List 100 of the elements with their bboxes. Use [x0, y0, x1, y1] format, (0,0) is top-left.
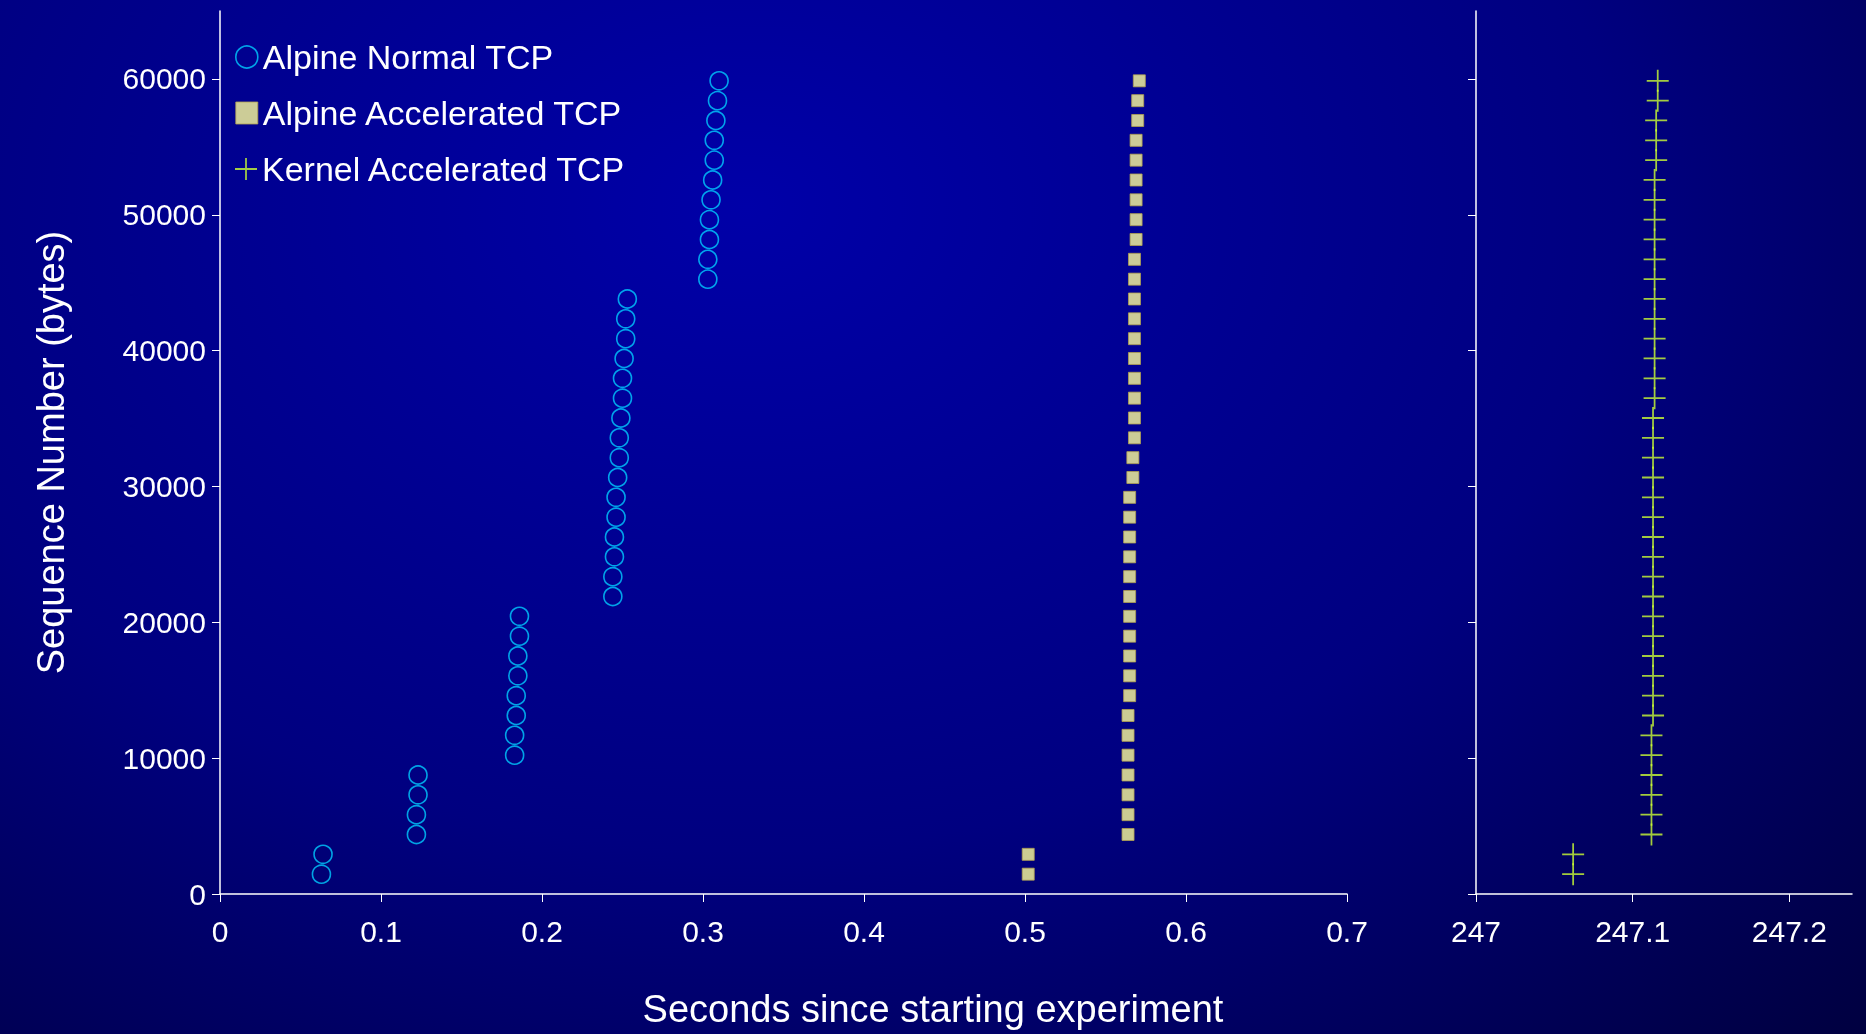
point: [1642, 446, 1665, 469]
point: [1646, 89, 1669, 112]
x-tick-label: 0.7: [1326, 914, 1368, 948]
point: [1131, 113, 1145, 127]
point: [704, 130, 725, 151]
point: [1121, 768, 1135, 782]
point: [614, 348, 634, 369]
point: [702, 170, 723, 190]
point: [506, 685, 527, 706]
point: [709, 71, 729, 91]
point: [1123, 510, 1137, 524]
x-tick-label: 0.2: [521, 914, 563, 948]
point: [1129, 153, 1143, 167]
point: [1645, 149, 1668, 172]
point: [603, 566, 623, 587]
point: [408, 785, 428, 805]
point: [606, 507, 626, 527]
point: [1642, 625, 1665, 648]
point: [313, 844, 333, 865]
y-tick-label: 30000: [122, 469, 206, 503]
y-tick-label: 0: [189, 877, 206, 911]
point: [1642, 486, 1665, 509]
y-tick-label: 40000: [122, 334, 206, 368]
point: [612, 388, 633, 408]
point: [1123, 609, 1137, 623]
y-axis-title: Sequence Number (bytes): [30, 230, 72, 675]
point: [698, 249, 718, 270]
point: [1123, 490, 1137, 504]
point: [609, 447, 630, 468]
point: [611, 408, 631, 428]
y-tick-label: 50000: [122, 198, 206, 232]
point: [1642, 506, 1665, 529]
point: [1121, 748, 1135, 762]
point: [603, 586, 623, 607]
point: [604, 527, 625, 547]
point: [607, 467, 628, 488]
point: [1562, 863, 1585, 886]
point: [311, 864, 332, 884]
point: [706, 110, 726, 131]
point: [1121, 728, 1135, 742]
x-tick-label: 0: [211, 914, 229, 948]
point: [1642, 565, 1665, 588]
point: [508, 666, 528, 686]
point: [1127, 431, 1141, 445]
point: [1121, 828, 1135, 841]
point: [699, 209, 720, 230]
point: [1642, 684, 1665, 707]
point: [406, 804, 427, 825]
x-tick-label: 0.5: [1004, 914, 1046, 948]
point: [504, 745, 525, 765]
point: [1642, 526, 1665, 548]
point: [1642, 545, 1665, 568]
point: [1021, 867, 1035, 881]
point: [1642, 407, 1665, 429]
point: [1123, 649, 1137, 663]
point: [1132, 74, 1146, 88]
point: [1121, 808, 1135, 822]
point: [506, 705, 527, 726]
point: [1645, 129, 1668, 152]
point: [1127, 252, 1141, 266]
point: [508, 646, 528, 666]
point: [1562, 843, 1585, 866]
x-tick-label: 0.4: [843, 914, 885, 948]
point: [1123, 550, 1137, 564]
point: [1123, 629, 1137, 643]
point: [1646, 69, 1669, 92]
point: [1126, 451, 1140, 465]
point: [1123, 530, 1137, 544]
x-tick-label: 247: [1450, 914, 1502, 948]
point: [1123, 689, 1137, 703]
legend-label: Kernel Accelerated TCP: [262, 150, 625, 188]
point: [606, 487, 626, 508]
point: [1129, 213, 1143, 227]
point: [1127, 391, 1141, 405]
point: [1129, 173, 1143, 187]
point: [698, 269, 718, 289]
point: [1127, 292, 1141, 306]
point: [1121, 788, 1135, 802]
point: [615, 328, 636, 349]
point: [615, 309, 636, 329]
point: [1127, 272, 1141, 286]
point: [1129, 232, 1143, 246]
point: [1127, 312, 1141, 326]
point: [701, 190, 721, 210]
point: [1129, 193, 1143, 207]
point: [699, 229, 720, 250]
point: [1121, 709, 1135, 722]
point: [509, 626, 530, 646]
x-tick-label: 0.1: [360, 914, 402, 948]
x-tick-label: 0.3: [682, 914, 724, 948]
point: [408, 765, 428, 785]
point: [704, 150, 725, 170]
point: [1642, 426, 1665, 449]
point: [1127, 332, 1141, 346]
x-axis-title: Seconds since starting experiment: [642, 988, 1224, 1030]
y-tick-label: 20000: [122, 605, 206, 639]
point: [1642, 605, 1665, 628]
point: [617, 289, 638, 309]
y-tick-label: 60000: [122, 62, 206, 96]
point: [406, 824, 427, 845]
